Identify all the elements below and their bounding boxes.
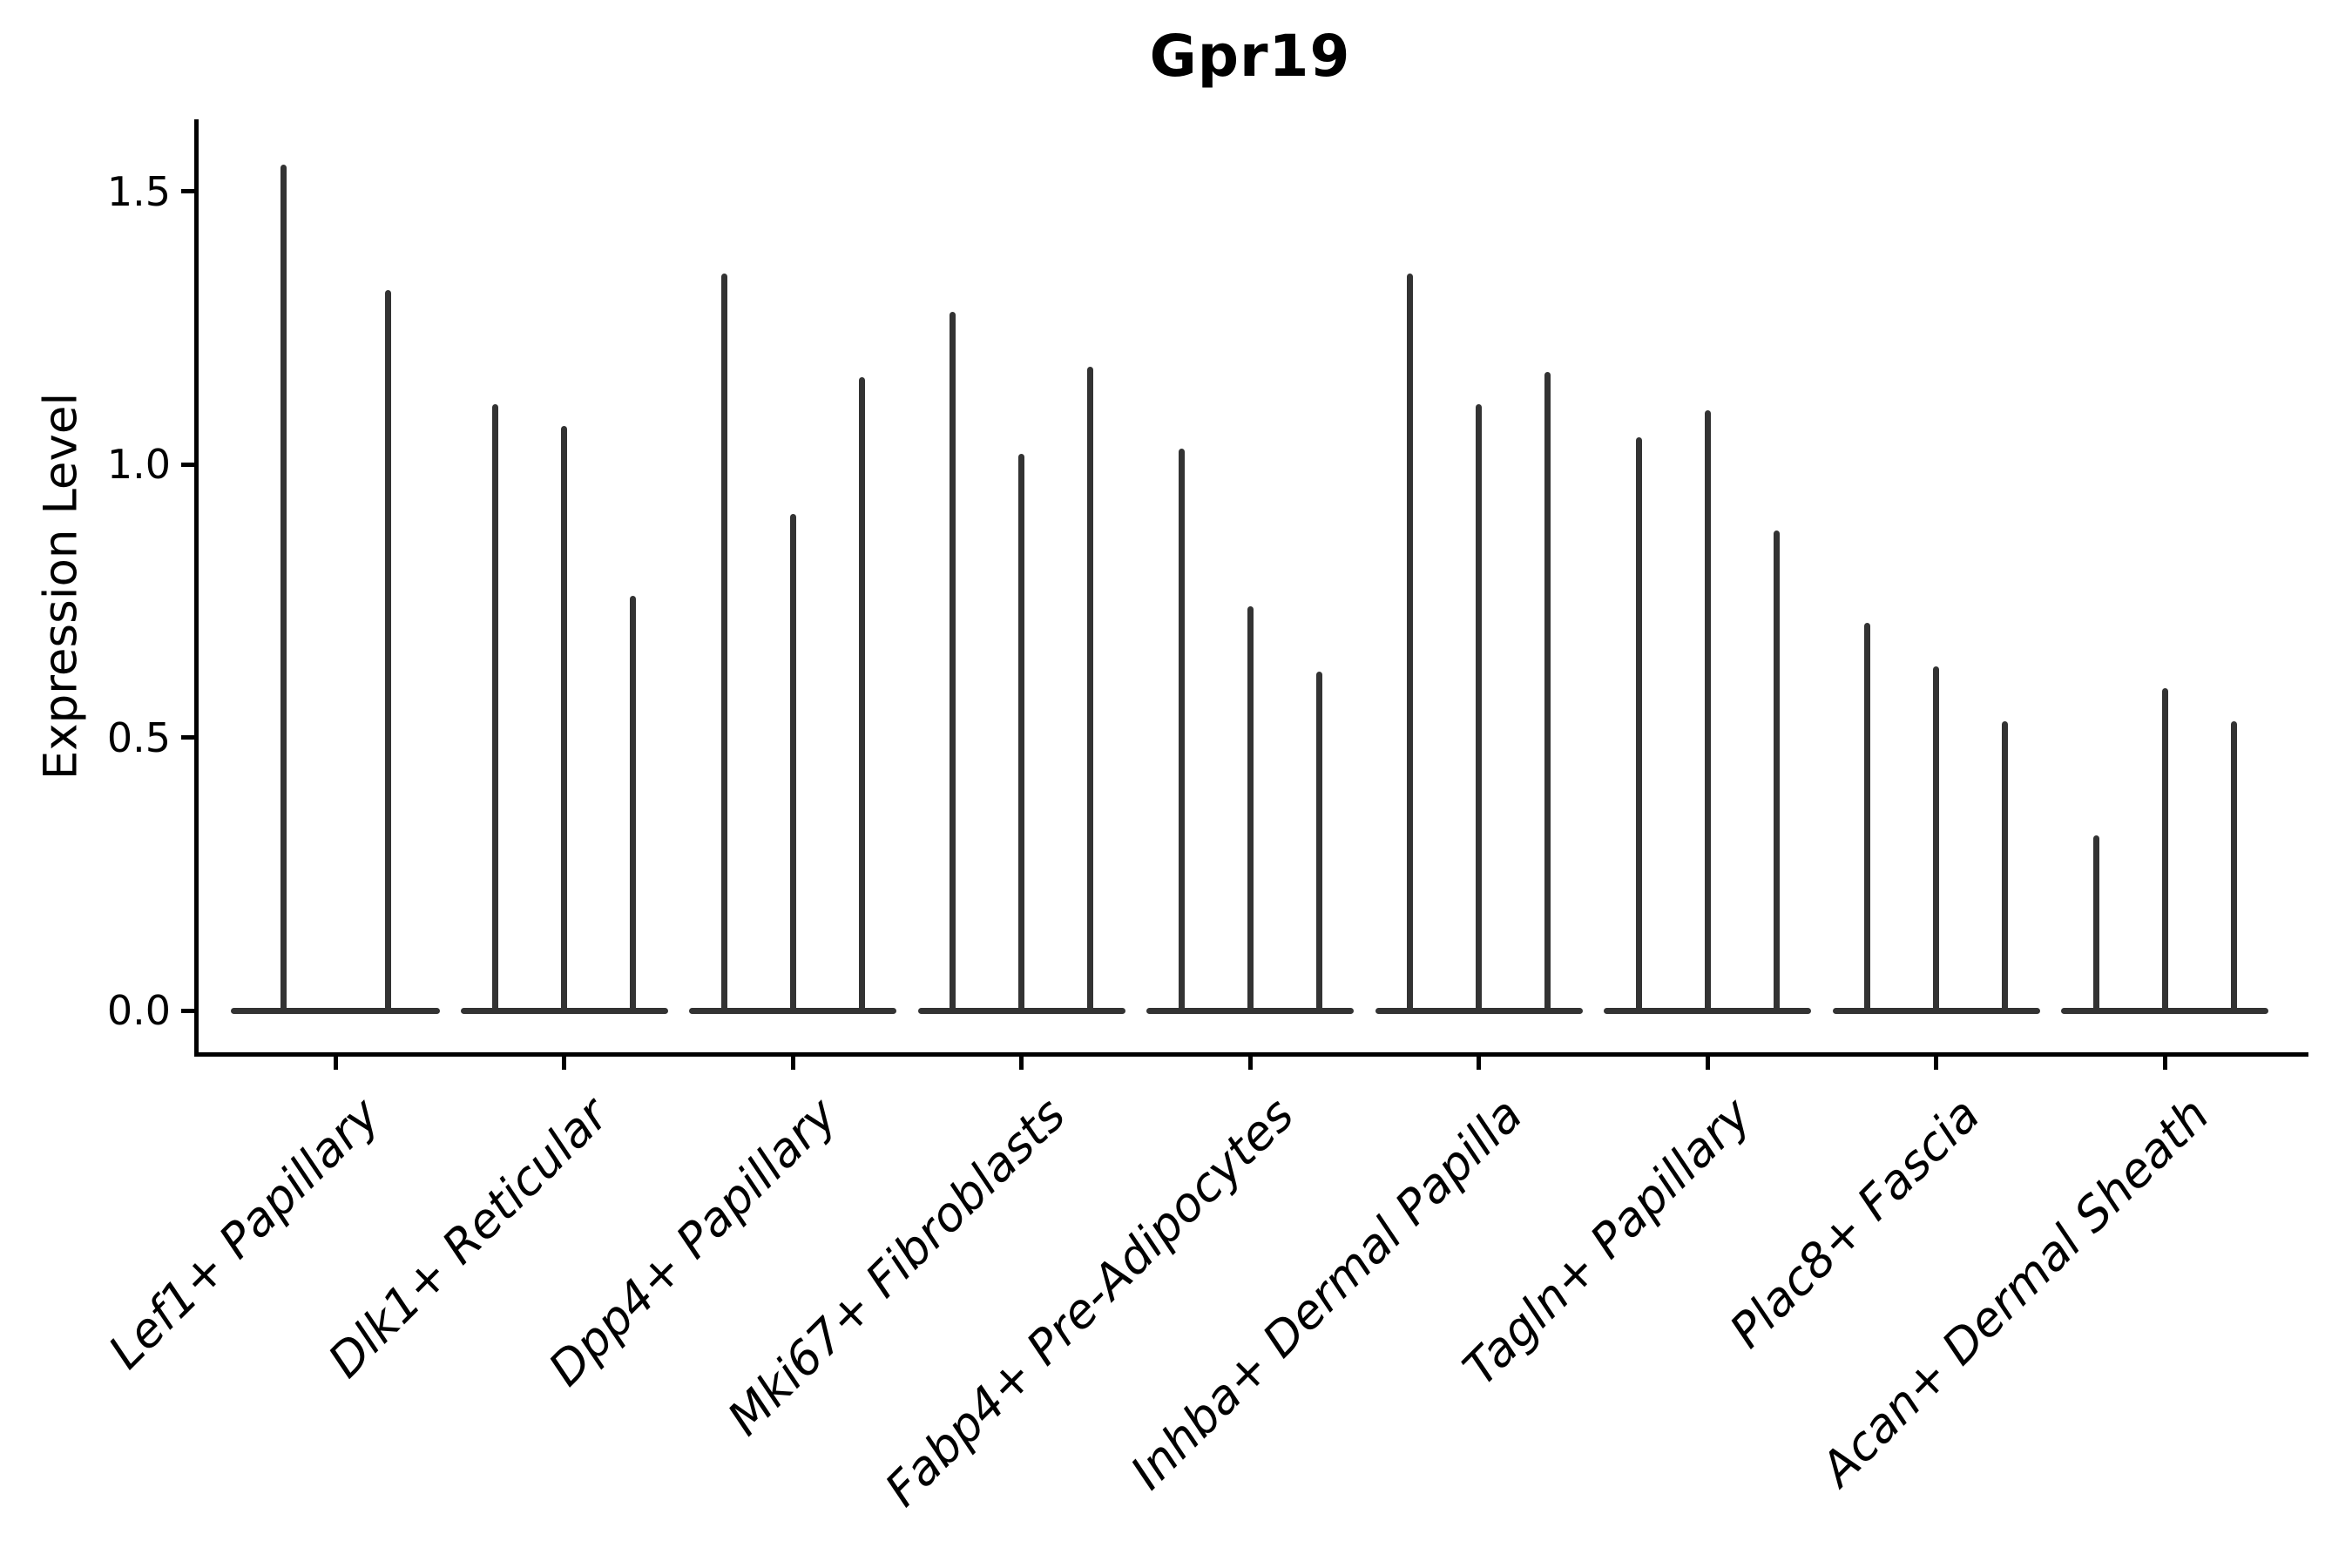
x-tick-mark — [790, 1057, 795, 1070]
violin-spike — [1178, 448, 1185, 1010]
violin-spike — [630, 595, 636, 1010]
y-tick-label: 1.0 — [106, 441, 171, 489]
violin-spike — [1247, 606, 1254, 1010]
violin-spike — [1544, 371, 1551, 1010]
violin-base — [689, 1007, 896, 1014]
y-tick-label: 1.5 — [106, 167, 171, 215]
x-tick-mark — [1247, 1057, 1253, 1070]
violin-spike — [2092, 835, 2099, 1010]
violin-spike — [1773, 530, 1780, 1010]
violin-spike — [720, 273, 727, 1010]
violin-base — [2061, 1007, 2268, 1014]
violin-spike — [561, 426, 567, 1010]
violin-spike — [789, 513, 796, 1010]
violin-spike — [1315, 672, 1322, 1010]
y-tick-label: 0.0 — [106, 987, 171, 1034]
violin-spike — [1864, 623, 1870, 1010]
violin-base — [1375, 1007, 1583, 1014]
x-tick-mark — [2162, 1057, 2167, 1070]
x-tick-mark — [562, 1057, 566, 1070]
violin-spike — [1018, 453, 1024, 1010]
violin-base — [1146, 1007, 1354, 1014]
x-tick-label: Fabp4+ Pre-Adipocytes — [875, 1087, 1305, 1517]
x-tick-mark — [1019, 1057, 1024, 1070]
x-tick-mark — [1705, 1057, 1710, 1070]
violin-base — [231, 1007, 440, 1014]
violin-base — [917, 1007, 1125, 1014]
x-tick-label: Acan+ Dermal Sheath — [1809, 1087, 2220, 1497]
y-tick-mark — [181, 462, 194, 467]
violin-spike — [858, 377, 865, 1010]
violin-spike — [1087, 366, 1093, 1010]
violin-spike — [2161, 688, 2168, 1010]
violin-base — [1604, 1007, 1811, 1014]
violin-spike — [1407, 273, 1413, 1010]
x-axis-line — [194, 1052, 2308, 1057]
violin-spike — [492, 404, 498, 1010]
y-tick-mark — [181, 189, 194, 194]
y-tick-label: 0.5 — [106, 713, 171, 761]
violin-spike — [2002, 720, 2008, 1010]
x-tick-mark — [1934, 1057, 1938, 1070]
chart-title: Gpr19 — [1149, 23, 1351, 90]
x-tick-mark — [1477, 1057, 1481, 1070]
y-tick-mark — [181, 1008, 194, 1013]
violin-base — [460, 1007, 668, 1014]
y-axis-line — [194, 119, 199, 1057]
violin-spike — [2230, 720, 2237, 1010]
violin-spike — [950, 311, 956, 1010]
violin-spike — [1704, 409, 1711, 1010]
violin-spike — [1476, 404, 1482, 1010]
violin-spike — [1933, 666, 1939, 1010]
violin-spike — [384, 289, 391, 1010]
violin-spike — [280, 164, 287, 1010]
y-tick-mark — [181, 735, 194, 740]
violin-base — [1832, 1007, 2040, 1014]
violin-spike — [1635, 436, 1642, 1010]
x-tick-mark — [333, 1057, 338, 1070]
x-tick-label: Inhba+ Dermal Papilla — [1120, 1087, 1534, 1500]
